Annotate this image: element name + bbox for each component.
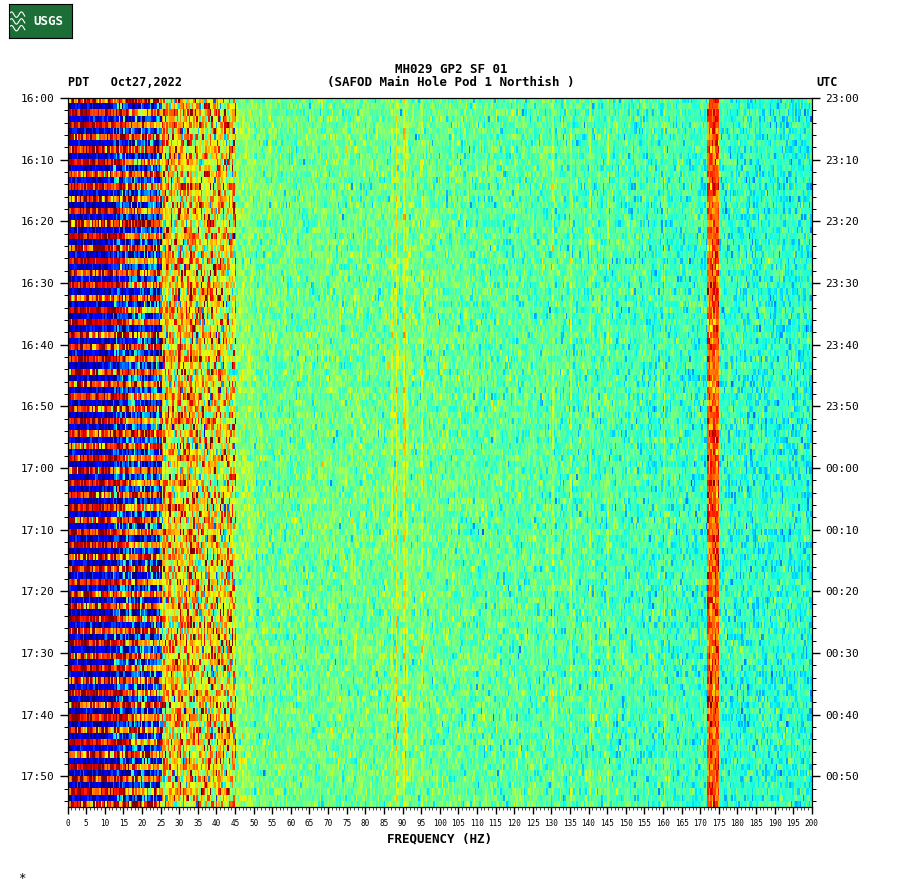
Text: MH029 GP2 SF 01: MH029 GP2 SF 01 xyxy=(395,62,507,76)
Text: PDT   Oct27,2022: PDT Oct27,2022 xyxy=(68,76,181,89)
Text: UTC: UTC xyxy=(816,76,838,89)
Text: USGS: USGS xyxy=(33,15,63,28)
Text: *: * xyxy=(18,871,25,885)
Text: (SAFOD Main Hole Pod 1 Northish ): (SAFOD Main Hole Pod 1 Northish ) xyxy=(327,76,575,89)
X-axis label: FREQUENCY (HZ): FREQUENCY (HZ) xyxy=(387,832,492,846)
